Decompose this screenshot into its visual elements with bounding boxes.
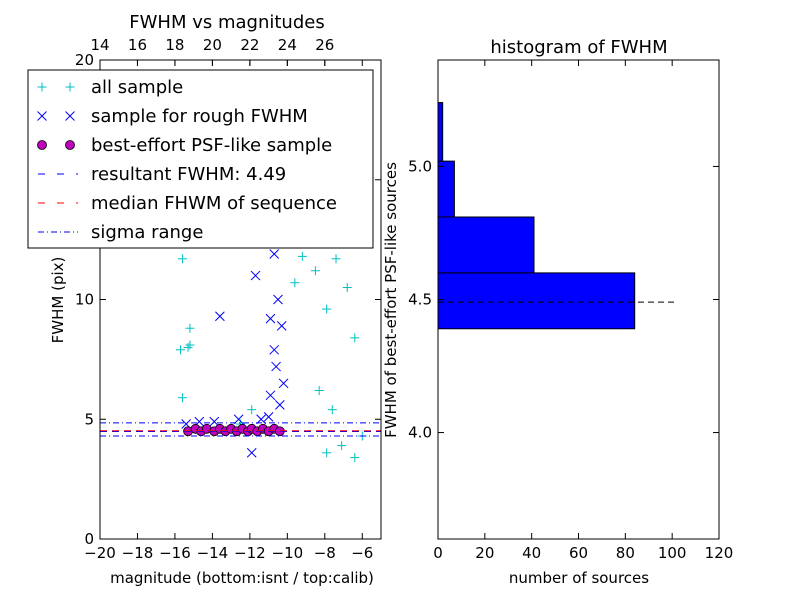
histogram-bars <box>437 102 636 330</box>
legend-markers <box>37 82 78 233</box>
scatter-y-axis-label: FWHM (pix) <box>49 257 67 344</box>
scatter-point <box>176 345 186 355</box>
scatter-point <box>273 294 283 305</box>
scatter-point <box>269 344 280 355</box>
y-tick-label: 4.5 <box>408 291 432 309</box>
top-tick-label: 16 <box>128 36 147 54</box>
histogram-y-axis-label: FWHM of best-effort PSF-like sources <box>382 162 400 438</box>
y-tick-label: 0 <box>84 530 94 548</box>
scatter-point <box>314 386 324 396</box>
scatter-point <box>350 453 360 463</box>
scatter-point <box>337 441 347 451</box>
histogram-bar <box>437 160 455 218</box>
x-tick-label: −10 <box>272 544 304 562</box>
legend-marker <box>65 140 75 150</box>
x-tick-label: −14 <box>197 544 229 562</box>
legend-box <box>27 69 374 249</box>
legend-label-psf-like: best-effort PSF-like sample <box>91 135 332 156</box>
scatter-point <box>247 405 257 415</box>
legend-marker <box>37 111 47 121</box>
scatter-point <box>265 313 276 324</box>
x-tick-label: −12 <box>234 544 266 562</box>
scatter-point <box>263 412 274 422</box>
x-tick-label: 80 <box>616 544 635 562</box>
top-tick-label: 18 <box>165 36 184 54</box>
histogram-bar <box>437 102 444 162</box>
legend-marker <box>37 82 47 92</box>
scatter-x-ticks: −20 −18 −16 −14 −12 −10 −8 −6 <box>84 60 373 562</box>
scatter-point <box>322 304 332 314</box>
scatter-point <box>250 270 261 281</box>
histogram-y-ticks: 4.0 4.5 5.0 <box>408 157 719 442</box>
histogram-x-axis-label: number of sources <box>509 569 649 587</box>
scatter-point <box>327 405 337 415</box>
x-tick-label: 0 <box>433 544 443 562</box>
x-tick-label: 100 <box>658 544 687 562</box>
legend-label-sigma-range: sigma range <box>91 222 203 243</box>
scatter-point <box>342 283 352 293</box>
scatter-point <box>271 361 281 372</box>
scatter-point <box>177 254 187 264</box>
legend-label-all-sample: all sample <box>91 77 183 98</box>
x-tick-label: 120 <box>705 544 734 562</box>
x-tick-label: −16 <box>159 544 191 562</box>
scatter-point <box>278 378 289 389</box>
x-tick-label: −18 <box>122 544 154 562</box>
x-tick-label: 60 <box>569 544 588 562</box>
scatter-x-axis-label: magnitude (bottom:isnt / top:calib) <box>110 569 374 587</box>
histogram-x-ticks: 0 20 40 60 80 100 120 <box>433 60 733 562</box>
x-tick-label: −20 <box>84 544 116 562</box>
top-tick-label: 24 <box>278 36 297 54</box>
scatter-point <box>310 266 320 276</box>
legend-label-rough-fwhm: sample for rough FWHM <box>91 106 308 127</box>
scatter-point <box>269 249 280 259</box>
top-tick-label: 26 <box>315 36 334 54</box>
scatter-point <box>276 320 287 331</box>
y-tick-label: 4.0 <box>408 424 432 442</box>
y-tick-label: 5.0 <box>408 157 432 175</box>
scatter-point <box>183 342 193 352</box>
x-tick-label: −6 <box>351 544 373 562</box>
legend-label-resultant-fwhm: resultant FWHM: 4.49 <box>91 164 286 185</box>
scatter-chart: −20−18−16−14−12−10−8−6 05101520 14161820… <box>27 12 382 587</box>
scatter-point <box>322 448 332 458</box>
scatter-legend: all sample sample for rough FWHM best-ef… <box>27 69 374 249</box>
scatter-point <box>297 251 307 261</box>
histogram-title: histogram of FWHM <box>490 37 667 58</box>
legend-marker <box>65 82 75 92</box>
scatter-point <box>233 414 244 425</box>
histogram-chart: 0 20 40 60 80 100 120 4.0 4.5 5.0 histogram of F… <box>382 37 733 587</box>
legend-marker <box>65 111 75 121</box>
legend-marker <box>37 140 47 150</box>
x-tick-label: −8 <box>314 544 336 562</box>
top-tick-label: 14 <box>90 36 109 54</box>
scatter-point <box>290 278 300 288</box>
scatter-top-ticks: 14 16 18 20 22 24 26 <box>90 36 334 66</box>
scatter-point <box>209 416 220 427</box>
scatter-title: FWHM vs magnitudes <box>129 12 324 33</box>
scatter-point <box>177 393 187 403</box>
scatter-point <box>246 447 257 458</box>
histogram-bar <box>437 216 535 274</box>
scatter-point <box>185 323 195 333</box>
top-tick-label: 22 <box>240 36 259 54</box>
scatter-point <box>274 400 285 410</box>
scatter-point <box>256 414 266 425</box>
y-tick-label: 5 <box>84 410 94 428</box>
histogram-bar <box>437 272 636 330</box>
reference-lines <box>100 422 381 437</box>
x-tick-label: 40 <box>522 544 541 562</box>
top-tick-label: 20 <box>203 36 222 54</box>
scatter-point <box>215 311 225 322</box>
legend-label-median-fwhm: median FHWM of sequence <box>91 193 337 214</box>
scatter-point <box>331 254 341 264</box>
x-tick-label: 20 <box>475 544 494 562</box>
scatter-point <box>265 390 276 401</box>
y-tick-label: 10 <box>75 291 94 309</box>
scatter-point <box>350 333 360 343</box>
y-tick-label: 20 <box>75 51 94 69</box>
scatter-point <box>185 340 195 350</box>
